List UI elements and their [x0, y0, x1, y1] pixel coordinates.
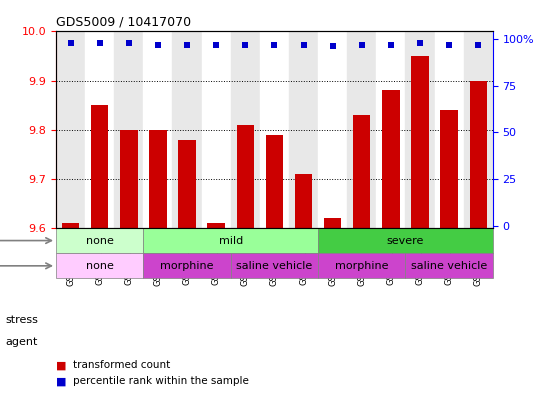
Bar — [236, 125, 254, 228]
Text: ■: ■ — [56, 376, 67, 386]
Point — [474, 41, 483, 48]
Text: percentile rank within the sample: percentile rank within the sample — [73, 376, 249, 386]
Text: none: none — [86, 261, 114, 271]
Point — [183, 41, 192, 48]
Text: stress: stress — [6, 315, 39, 325]
Text: morphine: morphine — [160, 261, 214, 271]
Bar — [265, 134, 283, 228]
Point — [357, 41, 366, 48]
Bar — [440, 110, 458, 228]
Text: ■: ■ — [56, 360, 67, 371]
FancyBboxPatch shape — [56, 228, 143, 253]
Point — [66, 40, 75, 46]
Point — [241, 41, 250, 48]
Text: saline vehicle: saline vehicle — [411, 261, 487, 271]
Bar — [347, 31, 376, 228]
Point — [386, 41, 395, 48]
Bar — [260, 31, 289, 228]
Text: morphine: morphine — [335, 261, 389, 271]
Point — [445, 41, 454, 48]
Bar — [295, 174, 312, 228]
FancyBboxPatch shape — [405, 253, 493, 279]
FancyBboxPatch shape — [318, 228, 493, 253]
Point — [212, 41, 221, 48]
Bar — [56, 31, 85, 228]
Bar — [376, 31, 405, 228]
Text: transformed count: transformed count — [73, 360, 170, 371]
Bar — [469, 81, 487, 228]
Bar — [178, 140, 196, 228]
Bar — [114, 31, 143, 228]
Point — [270, 41, 279, 48]
Bar — [353, 115, 371, 228]
Text: GDS5009 / 10417070: GDS5009 / 10417070 — [56, 16, 191, 29]
Bar — [405, 31, 435, 228]
Bar — [149, 130, 167, 228]
Point — [328, 43, 337, 50]
Bar — [324, 218, 342, 228]
Point — [299, 41, 308, 48]
Bar — [207, 223, 225, 228]
Bar — [62, 223, 80, 228]
Bar — [143, 31, 172, 228]
Bar — [318, 31, 347, 228]
FancyBboxPatch shape — [318, 253, 405, 279]
Bar — [382, 90, 400, 228]
FancyBboxPatch shape — [143, 228, 318, 253]
Bar — [85, 31, 114, 228]
Bar — [120, 130, 138, 228]
Text: mild: mild — [218, 235, 243, 246]
Bar — [231, 31, 260, 228]
FancyBboxPatch shape — [231, 253, 318, 279]
Text: none: none — [86, 235, 114, 246]
FancyBboxPatch shape — [143, 253, 231, 279]
Bar — [464, 31, 493, 228]
Text: agent: agent — [6, 337, 38, 347]
Text: saline vehicle: saline vehicle — [236, 261, 312, 271]
Point — [95, 40, 104, 46]
FancyBboxPatch shape — [56, 253, 143, 279]
Point — [124, 40, 133, 46]
Point — [153, 41, 162, 48]
Bar — [289, 31, 318, 228]
Point — [416, 40, 424, 46]
Bar — [202, 31, 231, 228]
Bar — [91, 105, 109, 228]
Bar — [172, 31, 202, 228]
Bar — [411, 56, 429, 228]
Text: severe: severe — [387, 235, 424, 246]
Bar — [435, 31, 464, 228]
